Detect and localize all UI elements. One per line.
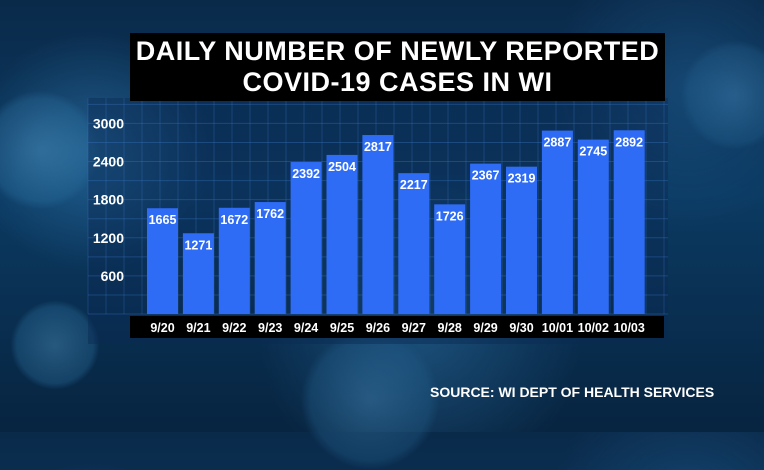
bar-value-label: 2887 — [543, 136, 571, 150]
y-tick-label: 3000 — [93, 115, 124, 131]
bar — [506, 166, 537, 314]
x-tick-label: 9/30 — [509, 321, 533, 335]
bar — [182, 233, 214, 314]
bar-value-label: 2817 — [364, 140, 392, 154]
bar-value-label: 1762 — [256, 207, 284, 221]
x-tick-label: 10/01 — [542, 321, 573, 335]
x-tick-label: 9/22 — [222, 321, 246, 335]
x-axis-band — [130, 316, 664, 338]
y-tick-label: 600 — [101, 268, 125, 284]
bar-value-label: 2319 — [508, 172, 536, 186]
bar — [470, 163, 502, 314]
x-axis: 9/20 9/21 9/22 9/23 9/24 9/25 9/26 9/27 9/28 9/29… — [150, 321, 645, 335]
bar-value-label: 1271 — [184, 238, 212, 252]
bar — [254, 202, 286, 314]
y-axis: 600 1200 1800 2400 3000 — [93, 115, 124, 283]
bar-value-label: 2392 — [292, 167, 320, 181]
y-tick-label: 2400 — [93, 154, 124, 170]
x-tick-label: 10/03 — [614, 321, 645, 335]
bar-value-label: 1672 — [220, 213, 248, 227]
bar — [434, 204, 466, 314]
bar-value-label: 1726 — [436, 209, 464, 223]
y-tick-label: 1200 — [93, 230, 124, 246]
bar-value-label: 2367 — [472, 169, 500, 183]
x-tick-label: 9/26 — [366, 321, 390, 335]
bar-value-label: 2217 — [400, 178, 428, 192]
bar — [218, 207, 250, 314]
source-note: SOURCE: WI DEPT OF HEALTH SERVICES — [430, 384, 715, 400]
x-tick-label: 10/02 — [578, 321, 609, 335]
virus-decoration — [680, 40, 764, 150]
bar — [398, 173, 430, 314]
x-tick-label: 9/28 — [438, 321, 462, 335]
bar — [613, 130, 645, 314]
x-tick-label: 9/21 — [186, 321, 210, 335]
virus-decoration — [10, 300, 100, 390]
chart-title-line-1: DAILY NUMBER OF NEWLY REPORTED — [135, 36, 660, 66]
bar — [326, 154, 358, 314]
bar — [147, 208, 178, 314]
bar — [541, 130, 573, 314]
bar — [362, 135, 394, 314]
bar-value-label: 2892 — [615, 135, 643, 149]
bars: 1665 1271 1672 1762 2392 2504 2817 2217 1726 2367… — [147, 130, 645, 314]
y-tick-label: 1800 — [93, 192, 124, 208]
x-tick-label: 9/23 — [258, 321, 282, 335]
bar-chart: 600 1200 1800 2400 3000 1665 1271 1672 1762 2392… — [87, 98, 668, 344]
x-tick-label: 9/27 — [402, 321, 426, 335]
x-tick-label: 9/20 — [150, 321, 174, 335]
x-tick-label: 9/25 — [330, 321, 354, 335]
chart-title-line-2: COVID-19 CASES IN WI — [242, 67, 553, 97]
x-tick-label: 9/24 — [294, 321, 318, 335]
chart-title: DAILY NUMBER OF NEWLY REPORTED COVID-19 … — [130, 33, 665, 101]
bar — [290, 162, 322, 314]
bar-value-label: 2504 — [328, 160, 356, 174]
bar-value-label: 2745 — [579, 145, 607, 159]
virus-decoration — [0, 90, 100, 210]
x-tick-label: 9/29 — [473, 321, 497, 335]
bar-value-label: 1665 — [149, 213, 177, 227]
bar — [577, 139, 609, 314]
